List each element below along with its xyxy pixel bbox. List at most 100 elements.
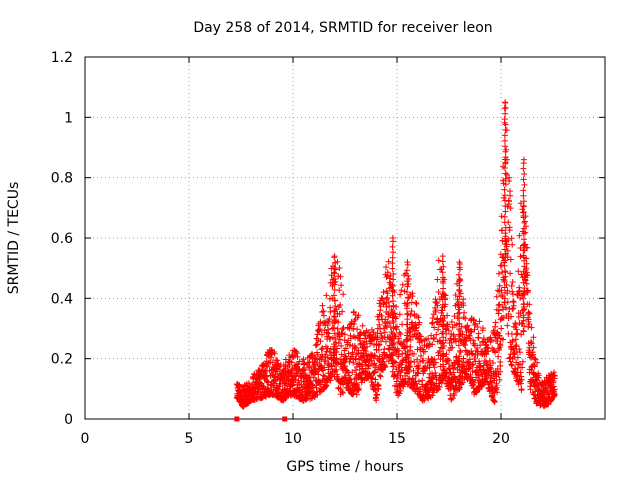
data-point (448, 318, 455, 325)
peak-point (403, 354, 410, 361)
data-point (531, 362, 538, 369)
peak-point (331, 286, 338, 293)
data-point (261, 369, 268, 376)
data-point (288, 359, 295, 366)
peak-point (456, 293, 463, 300)
peak-point (520, 247, 527, 254)
gap-marker (234, 416, 240, 422)
data-point (497, 368, 504, 375)
peak-point (502, 110, 509, 117)
data-point (320, 312, 327, 319)
data-point (374, 334, 381, 341)
peak-point (456, 364, 463, 371)
peak-point (502, 121, 509, 128)
data-point (532, 356, 539, 363)
data-point (509, 241, 516, 248)
peak-point (456, 374, 463, 381)
peak-point (403, 267, 410, 274)
x-tick-label: 15 (388, 431, 406, 447)
peak-point (390, 276, 397, 283)
peak-point (520, 165, 527, 172)
data-point (512, 321, 519, 328)
data-point (489, 360, 496, 367)
data-point (492, 319, 499, 326)
peak-point (501, 116, 508, 123)
data-point (450, 383, 457, 390)
data-point (367, 351, 374, 358)
data-point (394, 323, 401, 330)
peak-point (456, 277, 463, 284)
peak-point (404, 321, 411, 328)
data-point (492, 385, 499, 392)
data-point (497, 342, 504, 349)
data-point (396, 311, 403, 318)
data-point (534, 359, 541, 366)
data-point (355, 387, 362, 394)
data-point (492, 323, 499, 330)
data-point (460, 355, 467, 362)
peak-point (501, 197, 508, 204)
peak-point (456, 358, 463, 365)
peak-point (403, 343, 410, 350)
data-point (505, 198, 512, 205)
data-point (514, 354, 521, 361)
peak-point (520, 198, 527, 205)
data-point (305, 359, 312, 366)
data-point (410, 367, 417, 374)
peak-point (439, 274, 446, 281)
data-point (551, 372, 558, 379)
data-point (519, 358, 526, 365)
data-point (513, 342, 520, 349)
peak-point (501, 295, 508, 302)
peak-point (389, 309, 396, 316)
peak-point (440, 312, 447, 319)
peak-point (390, 319, 397, 326)
data-point (508, 283, 515, 290)
data-point (551, 390, 558, 397)
data-point (306, 374, 313, 381)
data-point (474, 345, 481, 352)
data-point (319, 345, 326, 352)
data-point (425, 335, 432, 342)
data-point (381, 329, 388, 336)
data-point (435, 288, 442, 295)
data-point (363, 343, 370, 350)
data-point (459, 379, 466, 386)
data-point (369, 375, 376, 382)
data-point (341, 331, 348, 338)
data-point (313, 355, 320, 362)
data-point (519, 206, 526, 213)
data-point (337, 273, 344, 280)
data-point (371, 352, 378, 359)
data-point (498, 227, 505, 234)
peak-point (456, 282, 463, 289)
data-point (483, 376, 490, 383)
peak-point (404, 337, 411, 344)
data-point (323, 348, 330, 355)
peak-point (332, 276, 339, 283)
peak-point (440, 361, 447, 368)
data-point (528, 324, 535, 331)
peak-point (455, 271, 462, 278)
peak-point (456, 288, 463, 295)
peak-point (389, 292, 396, 299)
data-point (443, 351, 450, 358)
data-point (518, 331, 525, 338)
peak-point (501, 137, 508, 144)
data-point (324, 354, 331, 361)
peak-point (439, 290, 446, 297)
data-point (338, 330, 345, 337)
peak-point (456, 304, 463, 311)
data-point (530, 334, 537, 341)
data-point (431, 364, 438, 371)
peak-point (502, 159, 509, 166)
data-point (528, 354, 535, 361)
peak-point (456, 380, 463, 387)
data-point (399, 281, 406, 288)
data-point (531, 363, 538, 370)
peak-point (389, 265, 396, 272)
data-point (406, 333, 413, 340)
data-point (421, 396, 428, 403)
data-point (517, 200, 524, 207)
